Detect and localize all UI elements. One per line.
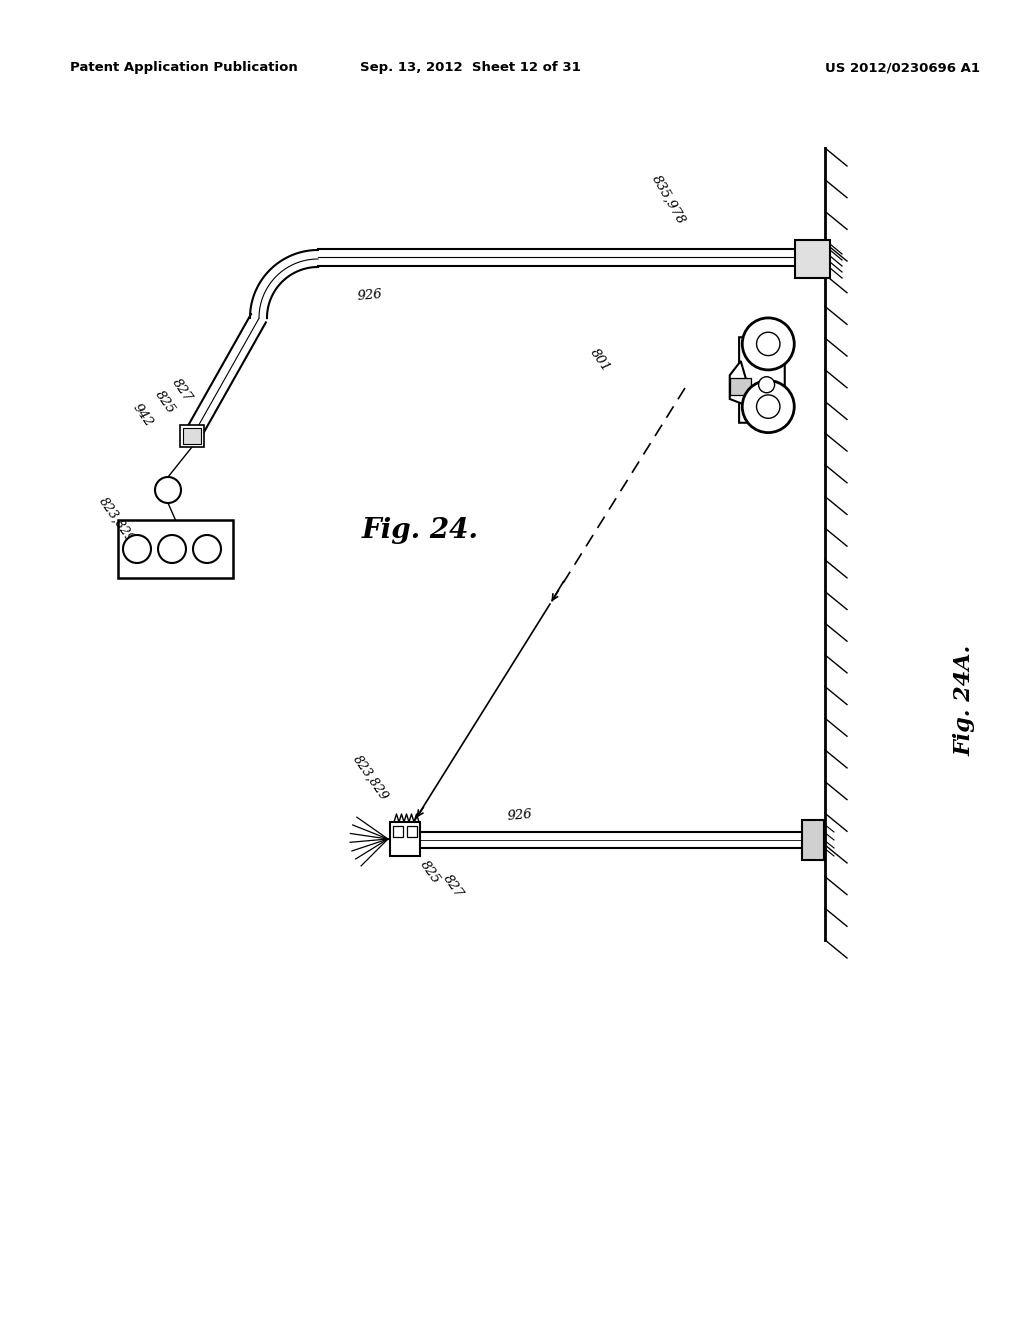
Text: Patent Application Publication: Patent Application Publication	[70, 62, 298, 74]
Text: 801: 801	[588, 346, 612, 374]
Polygon shape	[730, 360, 755, 408]
Text: Sep. 13, 2012  Sheet 12 of 31: Sep. 13, 2012 Sheet 12 of 31	[359, 62, 581, 74]
Bar	[802, 820, 824, 861]
Circle shape	[123, 535, 151, 564]
Bar	[183, 428, 201, 444]
Text: US 2012/0230696 A1: US 2012/0230696 A1	[825, 62, 980, 74]
Bar	[407, 826, 417, 837]
Circle shape	[759, 376, 774, 393]
Circle shape	[742, 380, 795, 433]
Text: Fig. 24A.: Fig. 24A.	[954, 644, 976, 755]
Bar	[180, 425, 204, 447]
Bar	[118, 520, 233, 578]
Circle shape	[193, 535, 221, 564]
Text: 827: 827	[169, 376, 195, 404]
Bar	[795, 240, 830, 279]
Text: 825: 825	[153, 388, 177, 416]
Bar	[730, 378, 752, 395]
Text: Fig. 24.: Fig. 24.	[361, 516, 478, 544]
Circle shape	[757, 333, 780, 355]
Circle shape	[158, 535, 186, 564]
Bar	[393, 826, 403, 837]
Circle shape	[742, 318, 795, 370]
Circle shape	[757, 395, 780, 418]
Text: 926: 926	[357, 288, 383, 302]
Polygon shape	[739, 337, 784, 422]
Text: 827: 827	[440, 873, 466, 900]
Text: 942: 942	[130, 401, 156, 429]
Circle shape	[155, 477, 181, 503]
Text: 823,829: 823,829	[96, 495, 136, 545]
Bar	[390, 822, 420, 855]
Text: 823,829: 823,829	[350, 752, 390, 803]
Text: 825: 825	[418, 858, 442, 886]
Text: 835,978: 835,978	[649, 173, 687, 227]
Text: 926: 926	[507, 808, 534, 822]
